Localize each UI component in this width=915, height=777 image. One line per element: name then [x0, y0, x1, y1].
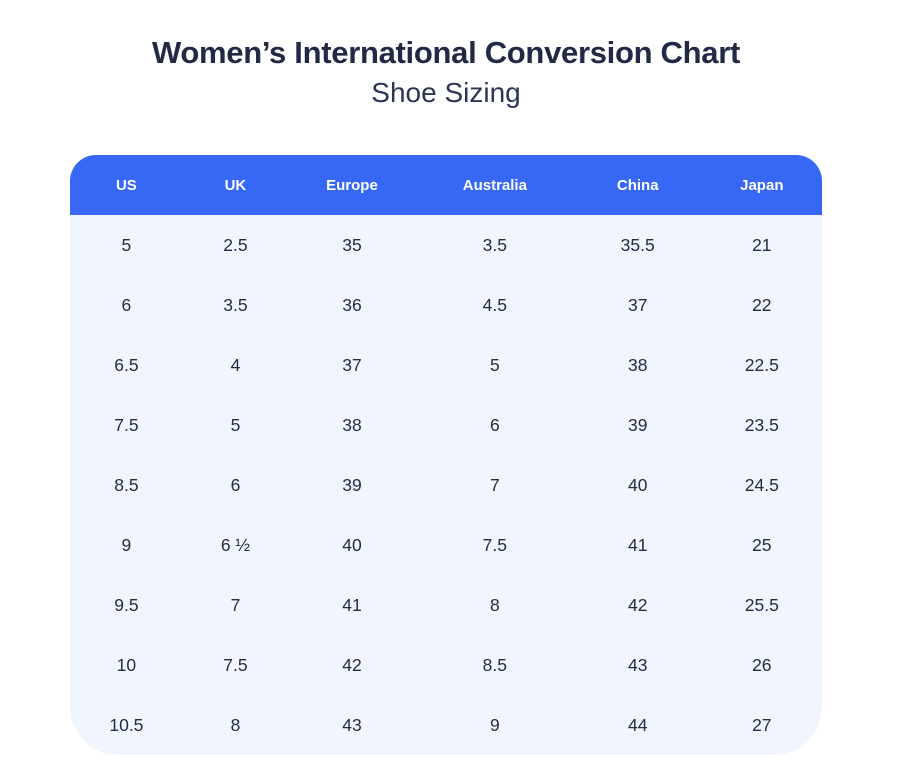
content-container: Women’s International Conversion Chart S… — [70, 0, 822, 756]
conversion-table-container: US UK Europe Australia China Japan 5 2.5 35 3.5 3… — [70, 155, 822, 756]
size-cell-us: 9.5 — [70, 575, 183, 636]
column-header-japan: Japan — [701, 155, 822, 216]
size-cell-uk: 6 ½ — [182, 515, 289, 576]
size-cell-uk: 2.5 — [182, 215, 289, 276]
size-cell-china: 41 — [573, 515, 702, 576]
size-cell-china: 44 — [573, 695, 702, 756]
size-cell-us: 8.5 — [70, 455, 183, 516]
size-cell-us: 6 — [70, 275, 183, 336]
table-row: 10 7.5 42 8.5 43 26 — [70, 635, 822, 696]
table-header: US UK Europe Australia China Japan — [70, 155, 822, 216]
table-row: 10.5 8 43 9 44 27 — [70, 695, 822, 756]
size-cell-japan: 23.5 — [701, 395, 822, 456]
size-cell-japan: 25.5 — [701, 575, 822, 636]
size-cell-europe: 35 — [288, 215, 416, 276]
size-cell-japan: 22 — [701, 275, 822, 336]
size-cell-china: 43 — [573, 635, 702, 696]
size-cell-europe: 40 — [288, 515, 416, 576]
size-cell-uk: 7 — [182, 575, 289, 636]
page-subtitle: Shoe Sizing — [371, 76, 521, 108]
size-cell-australia: 9 — [415, 695, 574, 756]
table-row: 6 3.5 36 4.5 37 22 — [70, 275, 822, 336]
size-cell-uk: 3.5 — [182, 275, 289, 336]
size-cell-china: 39 — [573, 395, 702, 456]
size-cell-japan: 26 — [701, 635, 822, 696]
column-header-china: China — [573, 155, 702, 216]
size-cell-japan: 21 — [701, 215, 822, 276]
table-body: 5 2.5 35 3.5 35.5 21 6 3.5 36 4.5 37 22 6.5 4 37 5 38 22.… — [70, 215, 822, 756]
size-cell-europe: 36 — [288, 275, 416, 336]
size-cell-europe: 37 — [288, 335, 416, 396]
size-cell-europe: 38 — [288, 395, 416, 456]
size-cell-australia: 8 — [415, 575, 574, 636]
size-cell-uk: 4 — [182, 335, 289, 396]
size-cell-china: 37 — [573, 275, 702, 336]
column-header-australia: Australia — [415, 155, 574, 216]
size-cell-uk: 8 — [182, 695, 289, 756]
size-cell-australia: 6 — [415, 395, 574, 456]
size-cell-japan: 27 — [701, 695, 822, 756]
size-cell-australia: 3.5 — [415, 215, 574, 276]
table-row: 7.5 5 38 6 39 23.5 — [70, 395, 822, 456]
size-cell-china: 35.5 — [573, 215, 702, 276]
size-cell-europe: 41 — [288, 575, 416, 636]
table-row: 6.5 4 37 5 38 22.5 — [70, 335, 822, 396]
size-cell-china: 38 — [573, 335, 702, 396]
size-cell-europe: 39 — [288, 455, 416, 516]
size-cell-us: 7.5 — [70, 395, 183, 456]
column-header-europe: Europe — [288, 155, 416, 216]
table-row: 8.5 6 39 7 40 24.5 — [70, 455, 822, 516]
size-cell-europe: 43 — [288, 695, 416, 756]
size-cell-uk: 5 — [182, 395, 289, 456]
size-cell-us: 6.5 — [70, 335, 183, 396]
header-row: US UK Europe Australia China Japan — [70, 155, 822, 216]
size-cell-australia: 8.5 — [415, 635, 574, 696]
size-cell-us: 10.5 — [70, 695, 183, 756]
column-header-uk: UK — [182, 155, 289, 216]
size-cell-europe: 42 — [288, 635, 416, 696]
size-cell-china: 40 — [573, 455, 702, 516]
size-cell-australia: 7.5 — [415, 515, 574, 576]
table-row: 5 2.5 35 3.5 35.5 21 — [70, 215, 822, 276]
size-cell-us: 10 — [70, 635, 183, 696]
size-cell-us: 9 — [70, 515, 183, 576]
page-title: Women’s International Conversion Chart — [151, 35, 740, 70]
size-cell-australia: 5 — [415, 335, 574, 396]
size-cell-australia: 4.5 — [415, 275, 574, 336]
size-cell-china: 42 — [573, 575, 702, 636]
size-cell-japan: 25 — [701, 515, 822, 576]
column-header-us: US — [70, 155, 183, 216]
size-cell-us: 5 — [70, 215, 183, 276]
conversion-table: US UK Europe Australia China Japan 5 2.5 35 3.5 3… — [70, 155, 822, 756]
size-cell-uk: 6 — [182, 455, 289, 516]
size-cell-uk: 7.5 — [182, 635, 289, 696]
table-row: 9.5 7 41 8 42 25.5 — [70, 575, 822, 636]
size-cell-australia: 7 — [415, 455, 574, 516]
size-cell-japan: 24.5 — [701, 455, 822, 516]
size-cell-japan: 22.5 — [701, 335, 822, 396]
